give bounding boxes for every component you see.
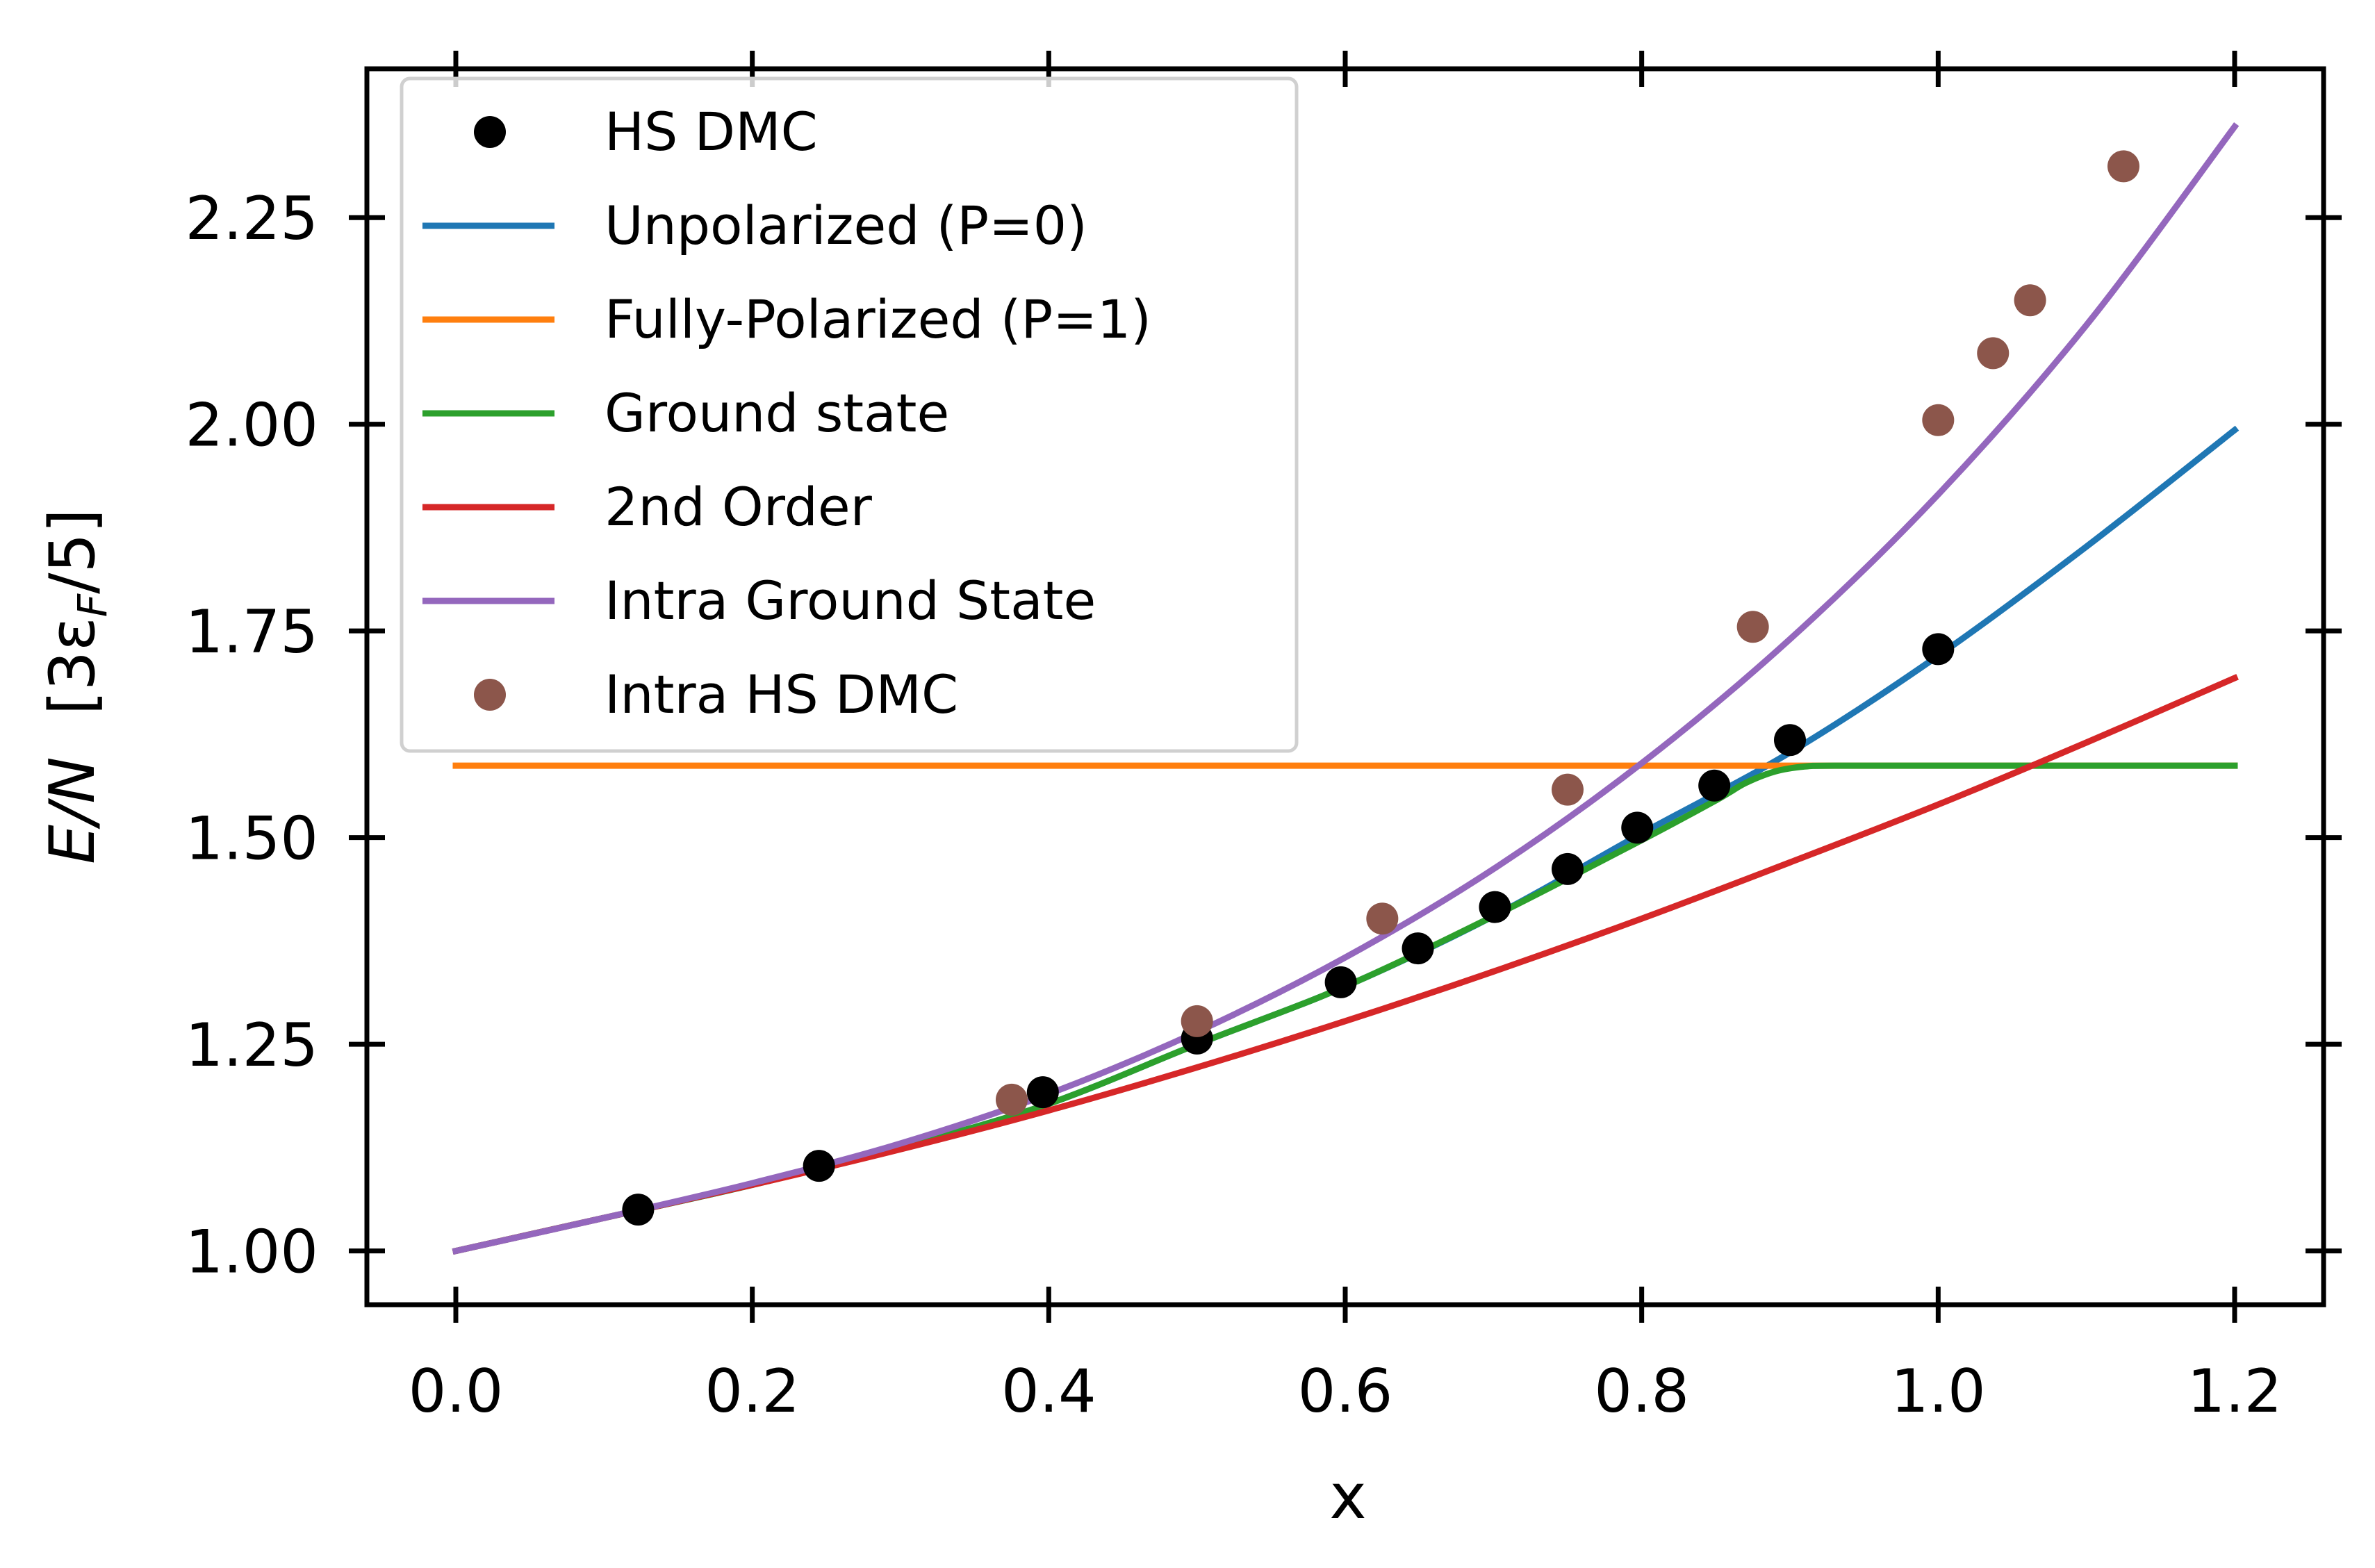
y-tick-label: 1.25 bbox=[186, 1011, 318, 1080]
point-intra-hs-dmc bbox=[1977, 337, 2010, 370]
series-line-intra-ground-state bbox=[452, 122, 2240, 1255]
legend-marker-intra-hs-dmc bbox=[474, 679, 506, 711]
x-tick-label: 1.2 bbox=[2187, 1357, 2283, 1426]
legend-entry-2nd-order: 2nd Order bbox=[422, 476, 873, 538]
y-tick-label: 1.00 bbox=[186, 1218, 318, 1287]
legend-label-intra-ground-state: Intra Ground State bbox=[605, 570, 1096, 632]
y-tick-label: 1.75 bbox=[186, 597, 318, 667]
point-intra-hs-dmc bbox=[996, 1083, 1028, 1116]
y-tick-label: 2.00 bbox=[186, 391, 318, 461]
y-tick-label: 1.50 bbox=[186, 804, 318, 874]
legend-box bbox=[400, 76, 1299, 753]
x-tick-label: 0.2 bbox=[705, 1357, 800, 1426]
legend-entry-intra-hs-dmc: Intra HS DMC bbox=[474, 663, 958, 725]
x-tick-label: 0.6 bbox=[1298, 1357, 1393, 1426]
point-intra-hs-dmc bbox=[2107, 150, 2139, 183]
legend-label-unpolarized-p-0: Unpolarized (P=0) bbox=[605, 195, 1087, 256]
y-axis-label: E/N [3εF/5] bbox=[36, 509, 116, 864]
point-intra-hs-dmc bbox=[1181, 1005, 1213, 1037]
legend-label-fully-polarized-p-1: Fully-Polarized (P=1) bbox=[605, 288, 1151, 350]
point-hs-dmc bbox=[1698, 769, 1731, 802]
point-hs-dmc bbox=[1621, 811, 1654, 844]
y-axis-label-unit-suffix: /5] bbox=[36, 509, 109, 594]
point-hs-dmc bbox=[1324, 966, 1357, 998]
point-intra-hs-dmc bbox=[1552, 773, 1584, 806]
legend-entry-fully-polarized-p-1: Fully-Polarized (P=1) bbox=[422, 288, 1151, 350]
point-hs-dmc bbox=[1922, 633, 1955, 666]
point-hs-dmc bbox=[803, 1150, 835, 1182]
legend-label-ground-state: Ground state bbox=[605, 382, 949, 444]
y-axis-label-unit-subscript: F bbox=[69, 593, 116, 617]
x-tick-label: 1.0 bbox=[1891, 1357, 1986, 1426]
legend-entry-ground-state: Ground state bbox=[422, 382, 949, 444]
point-hs-dmc bbox=[1026, 1076, 1059, 1109]
x-tick-label: 0.8 bbox=[1594, 1357, 1689, 1426]
y-axis-label-main: E/N bbox=[36, 757, 109, 864]
y-tick-label: 2.25 bbox=[186, 184, 318, 254]
y-axis-label-unit-prefix: [3ε bbox=[36, 617, 109, 715]
point-intra-hs-dmc bbox=[1922, 404, 1955, 436]
point-hs-dmc bbox=[1552, 852, 1584, 885]
point-intra-hs-dmc bbox=[1366, 902, 1399, 935]
point-hs-dmc bbox=[1402, 932, 1434, 965]
point-hs-dmc bbox=[1774, 724, 1806, 757]
legend-label-2nd-order: 2nd Order bbox=[605, 476, 873, 538]
point-hs-dmc bbox=[1479, 891, 1511, 923]
legend-marker-hs-dmc bbox=[474, 116, 506, 148]
point-intra-hs-dmc bbox=[2014, 284, 2046, 317]
legend-label-hs-dmc: HS DMC bbox=[605, 101, 818, 163]
point-hs-dmc bbox=[622, 1194, 655, 1226]
legend-entry-hs-dmc: HS DMC bbox=[474, 101, 818, 163]
legend-label-intra-hs-dmc: Intra HS DMC bbox=[605, 663, 958, 725]
x-tick-label: 0.0 bbox=[409, 1357, 504, 1426]
x-axis-label: x bbox=[1329, 1460, 1366, 1533]
legend-entry-intra-ground-state: Intra Ground State bbox=[422, 570, 1096, 632]
legend-entry-unpolarized-p-0: Unpolarized (P=0) bbox=[422, 195, 1087, 256]
point-intra-hs-dmc bbox=[1736, 611, 1769, 643]
x-tick-label: 0.4 bbox=[1001, 1357, 1096, 1426]
